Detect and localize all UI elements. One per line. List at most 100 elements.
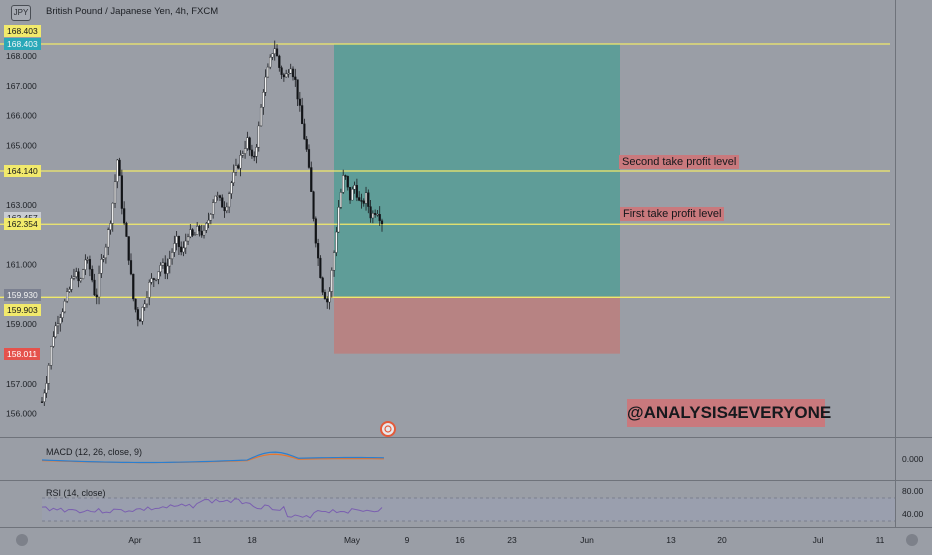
macd-label[interactable]: MACD (12, 26, close, 9) bbox=[46, 447, 143, 457]
candle-body bbox=[198, 226, 201, 232]
chart-title: British Pound / Japanese Yen, 4h, FXCM bbox=[46, 6, 219, 17]
candle-body bbox=[161, 262, 165, 266]
candle-body bbox=[91, 268, 94, 281]
candle-body bbox=[180, 246, 183, 253]
price-tick-label: 168.000 bbox=[6, 51, 37, 61]
candle-body bbox=[273, 48, 276, 54]
price-tag: 162.354 bbox=[4, 218, 41, 231]
candle-body bbox=[348, 186, 352, 201]
candle-body bbox=[79, 278, 82, 282]
candle-body bbox=[200, 230, 203, 236]
candle-body bbox=[47, 365, 50, 384]
candle-body bbox=[328, 291, 331, 303]
time-tick-label: 18 bbox=[247, 535, 257, 545]
candle-body bbox=[307, 149, 311, 168]
candle-body bbox=[351, 188, 354, 201]
candle-body bbox=[337, 207, 340, 233]
candle-body bbox=[291, 68, 295, 78]
candle-body bbox=[248, 137, 251, 151]
candle-body bbox=[100, 259, 103, 274]
candle-body bbox=[374, 213, 377, 215]
time-tick-label: 23 bbox=[507, 535, 517, 545]
candle-body bbox=[223, 207, 226, 212]
price-tag: 159.930 bbox=[4, 289, 41, 302]
price-tick-label: 165.000 bbox=[6, 140, 37, 150]
candle-body bbox=[216, 195, 219, 197]
candle-body bbox=[269, 56, 272, 68]
price-tick-label: 156.000 bbox=[6, 409, 37, 419]
candle-body bbox=[52, 336, 55, 347]
candle-body bbox=[77, 271, 80, 282]
time-tick-label: 13 bbox=[666, 535, 676, 545]
candle-body bbox=[134, 298, 137, 310]
rsi-tick-80: 80.00 bbox=[902, 486, 924, 496]
candle-body bbox=[50, 346, 53, 366]
candle-body bbox=[95, 294, 98, 298]
candle-body bbox=[296, 79, 299, 100]
candle-body bbox=[344, 175, 347, 177]
candle-body bbox=[225, 206, 228, 212]
macd-pane bbox=[41, 451, 385, 464]
candle-body bbox=[107, 229, 110, 248]
candle-body bbox=[321, 277, 324, 293]
candle-body bbox=[139, 319, 142, 322]
symbol-badge[interactable]: JPY bbox=[11, 5, 31, 21]
candle-body bbox=[170, 252, 174, 260]
candle-body bbox=[205, 223, 208, 231]
candle-body bbox=[234, 165, 238, 173]
candle-body bbox=[118, 159, 121, 176]
candle-body bbox=[259, 106, 263, 127]
rsi-label[interactable]: RSI (14, close) bbox=[46, 488, 106, 498]
macd-line bbox=[41, 451, 385, 464]
first-take-profit-label: First take profit level bbox=[620, 207, 725, 221]
candle-body bbox=[358, 197, 361, 201]
candle-body bbox=[278, 55, 281, 68]
candle-body bbox=[184, 240, 187, 249]
candle-body bbox=[166, 265, 169, 274]
scroll-right-button[interactable] bbox=[906, 534, 918, 546]
candle-body bbox=[339, 192, 343, 208]
candle-body bbox=[132, 273, 135, 300]
candle-body bbox=[75, 271, 78, 277]
brand-watermark: @ANALYSIS4EVERYONE bbox=[627, 399, 831, 427]
price-tick-label: 167.000 bbox=[6, 81, 37, 91]
scroll-left-button[interactable] bbox=[16, 534, 28, 546]
candle-body bbox=[207, 219, 210, 224]
candle-body bbox=[86, 259, 89, 261]
profit-zone[interactable] bbox=[334, 43, 620, 297]
candle-body bbox=[109, 223, 112, 230]
loss-zone[interactable] bbox=[334, 296, 620, 354]
candle-body bbox=[305, 138, 308, 150]
replay-icon[interactable] bbox=[380, 421, 396, 437]
candle-body bbox=[271, 53, 274, 58]
candle-body bbox=[280, 67, 283, 75]
candle-body bbox=[56, 323, 60, 327]
candle-body bbox=[45, 383, 48, 394]
candle-body bbox=[66, 291, 69, 302]
candle-body bbox=[369, 206, 372, 219]
candle-body bbox=[360, 200, 363, 202]
candle-body bbox=[81, 269, 85, 280]
candle-body bbox=[61, 311, 64, 318]
candle-body bbox=[310, 167, 313, 192]
rsi-pane bbox=[41, 497, 895, 522]
price-tag: 164.140 bbox=[4, 165, 41, 178]
candle-body bbox=[301, 105, 304, 125]
time-tick-label: Jun bbox=[580, 535, 594, 545]
candle-body bbox=[193, 234, 196, 236]
candle-body bbox=[129, 260, 133, 275]
macd-zero-tick: 0.000 bbox=[902, 454, 924, 464]
candle-body bbox=[243, 148, 247, 154]
candle-body bbox=[298, 98, 301, 106]
candle-body bbox=[287, 72, 290, 75]
candle-body bbox=[43, 392, 46, 402]
price-tag: 168.403 bbox=[4, 37, 41, 50]
candle-body bbox=[84, 259, 87, 270]
candle-body bbox=[255, 147, 258, 157]
candle-body bbox=[93, 279, 96, 296]
candle-body bbox=[173, 243, 176, 253]
candle-body bbox=[120, 175, 123, 209]
candle-body bbox=[157, 271, 160, 280]
